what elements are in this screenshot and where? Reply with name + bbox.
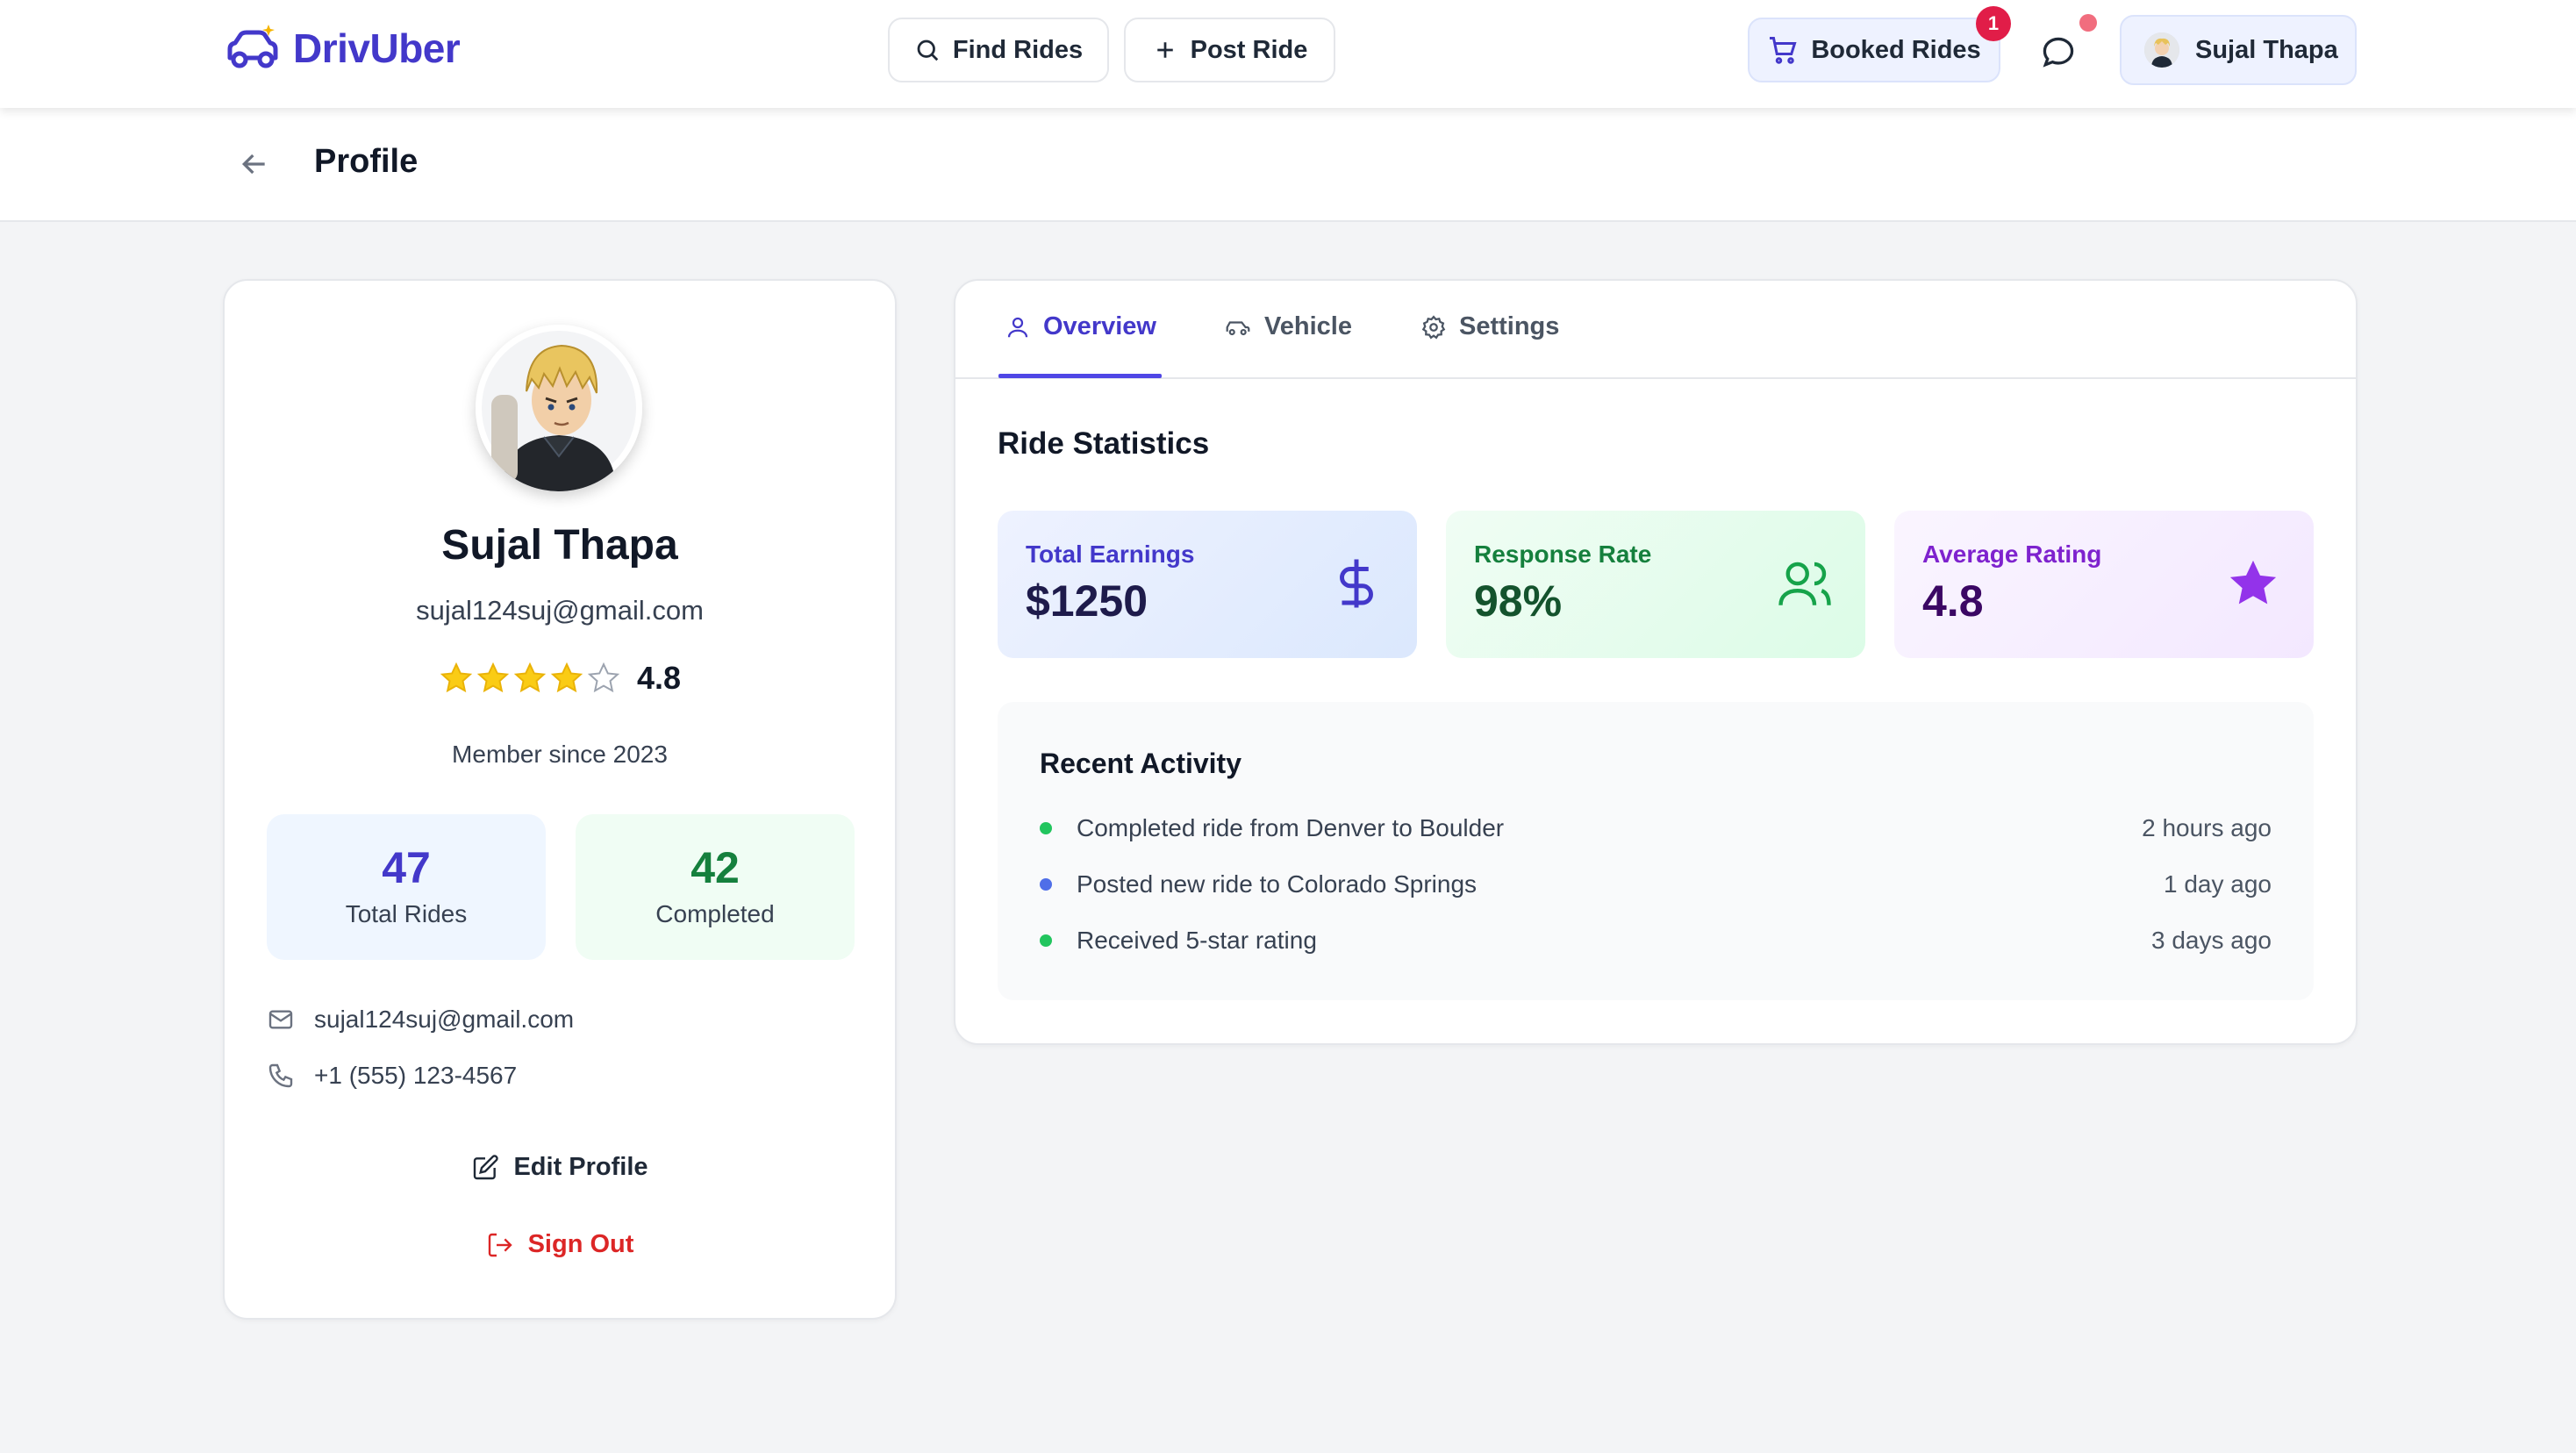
edit-profile-button[interactable]: Edit Profile [225,1153,895,1182]
booked-rides-label: Booked Rides [1811,35,1981,64]
star-icon [2229,560,2277,605]
member-since: Member since 2023 [452,741,668,768]
profile-avatar[interactable] [476,325,642,491]
brand-logo[interactable]: DrivUber [223,23,461,74]
section-title: Ride Statistics [998,426,1210,461]
activity-text: Posted new ride to Colorado Springs [1077,870,1478,898]
tab-label: Settings [1459,312,1560,340]
tab-vehicle[interactable]: Vehicle [1224,312,1352,341]
contact-email-row: sujal124suj@gmail.com [267,1006,574,1034]
rating-stars [439,661,621,696]
brand-name: DrivUber [293,25,461,71]
activity-time: 3 days ago [2151,927,2272,954]
back-arrow-icon[interactable] [237,147,272,182]
star-filled-icon [440,662,473,693]
stat-label: Completed [655,900,775,927]
activity-dot [1040,822,1052,834]
average-rating-card: Average Rating 4.8 [1894,511,2314,658]
sign-out-icon [488,1233,512,1256]
page-header: Profile [0,108,2576,222]
booked-count-badge: 1 [1976,6,2011,41]
tab-label: Vehicle [1264,312,1352,340]
tab-bar: Overview Vehicle Settings [955,281,2356,379]
completed-stat: 42 Completed [576,814,855,960]
user-menu-button[interactable]: Sujal Thapa [2120,15,2357,85]
edit-icon [474,1154,499,1179]
page-title: Profile [314,143,419,180]
kpi-label: Response Rate [1474,540,1652,568]
chat-icon[interactable] [2039,33,2078,72]
stat-value: 47 [382,843,431,892]
activity-title: Recent Activity [1040,748,1241,779]
kpi-value: 4.8 [1922,576,1984,626]
kpi-value: $1250 [1026,576,1148,626]
activity-item: Received 5-star rating 3 days ago [1040,927,2272,955]
recent-activity: Recent Activity Completed ride from Denv… [998,702,2314,1000]
rating-value: 4.8 [636,660,682,696]
car-icon [1226,320,1250,335]
tab-label: Overview [1043,312,1156,340]
activity-text: Received 5-star rating [1077,927,1317,954]
post-ride-button[interactable]: Post Ride [1124,18,1335,82]
response-rate-card: Response Rate 98% [1446,511,1865,658]
profile-email: sujal124suj@gmail.com [416,595,704,626]
tab-overview[interactable]: Overview [1005,312,1156,341]
activity-item: Posted new ride to Colorado Springs 1 da… [1040,870,2272,898]
kpi-label: Total Earnings [1026,540,1195,568]
plus-icon [1156,42,1173,58]
search-icon [917,39,939,61]
activity-dot [1040,878,1052,891]
profile-details-panel: Overview Vehicle Settings Ride Statistic… [954,279,2358,1045]
sign-out-button[interactable]: Sign Out [225,1230,895,1259]
dollar-icon [1340,559,1373,608]
gear-icon [1421,314,1446,340]
sign-out-label: Sign Out [527,1230,634,1258]
star-filled-icon [513,662,547,693]
contact-phone-row: +1 (555) 123-4567 [267,1062,517,1090]
find-rides-button[interactable]: Find Rides [888,18,1109,82]
profile-name: Sujal Thapa [441,522,678,569]
kpi-label: Average Rating [1922,540,2102,568]
post-ride-label: Post Ride [1190,35,1308,64]
active-tab-indicator [998,374,1162,378]
contact-email: sujal124suj@gmail.com [314,1006,575,1033]
edit-profile-label: Edit Profile [513,1153,648,1181]
cart-icon [1770,37,1797,64]
star-filled-icon [476,662,510,693]
avatar [2144,32,2179,68]
profile-rating: 4.8 [225,660,895,697]
activity-dot [1040,934,1052,947]
booked-rides-button[interactable]: Booked Rides [1748,18,2000,82]
tab-settings[interactable]: Settings [1420,312,1559,341]
user-name: Sujal Thapa [2195,35,2338,64]
total-earnings-card: Total Earnings $1250 [998,511,1417,658]
stat-label: Total Rides [345,900,468,927]
activity-item: Completed ride from Denver to Boulder 2 … [1040,814,2272,842]
users-icon [1778,562,1831,605]
top-navbar: DrivUber Find Rides Post Ride Booked Rid… [0,0,2576,108]
car-logo-icon [223,23,279,74]
contact-phone: +1 (555) 123-4567 [314,1062,518,1089]
find-rides-label: Find Rides [952,35,1084,64]
mail-icon [268,1010,293,1029]
activity-text: Completed ride from Denver to Boulder [1077,814,1505,841]
activity-time: 2 hours ago [2142,814,2272,841]
phone-icon [268,1063,293,1088]
total-rides-stat: 47 Total Rides [267,814,546,960]
profile-card: Sujal Thapa sujal124suj@gmail.com 4.8 Me… [223,279,897,1320]
kpi-value: 98% [1474,576,1563,626]
notification-dot [2079,14,2097,32]
stat-value: 42 [691,843,740,892]
star-empty-icon [587,662,620,693]
activity-time: 1 day ago [2164,870,2272,898]
star-filled-icon [550,662,583,693]
user-icon [1007,317,1028,337]
